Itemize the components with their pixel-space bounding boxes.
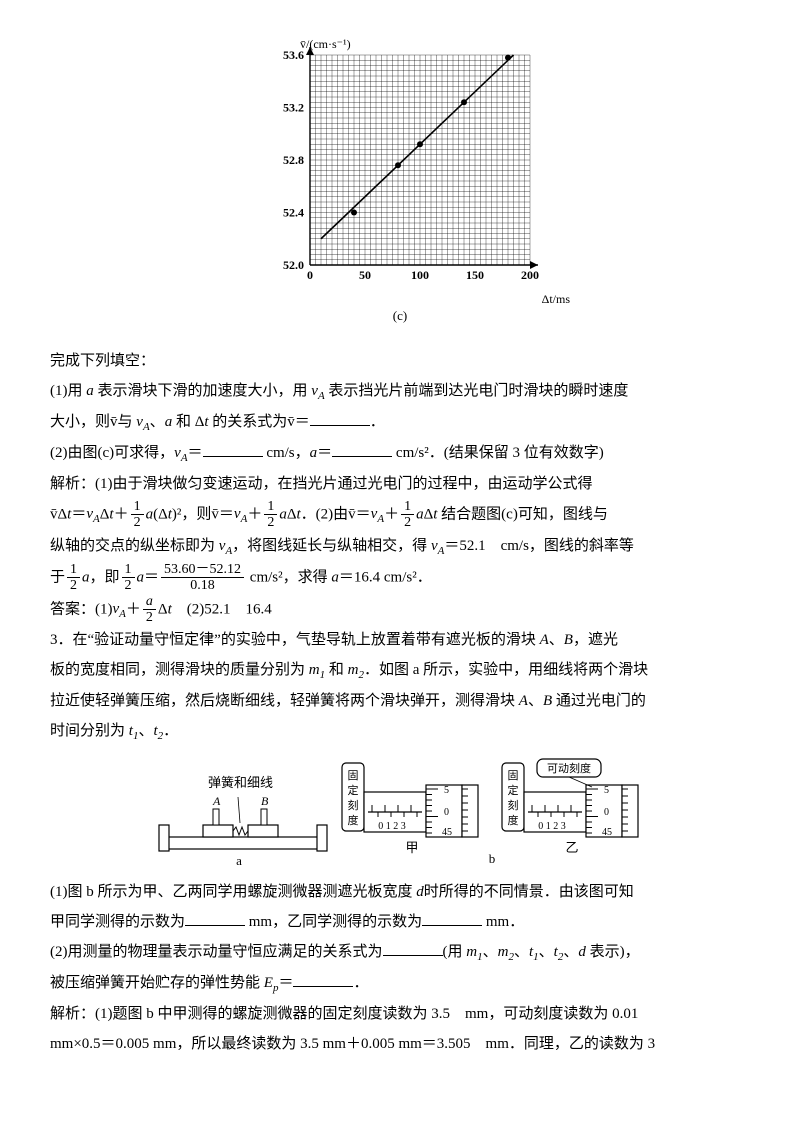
svg-text:45: 45 xyxy=(602,827,612,838)
svg-text:乙: 乙 xyxy=(565,840,578,855)
svg-text:52.0: 52.0 xyxy=(283,258,304,272)
q3b: (1)图 b 所示为甲、乙两同学用螺旋测微器测遮光板宽度 d时所得的不同情景．由… xyxy=(50,877,750,937)
blank-3 xyxy=(332,441,392,457)
svg-text:定: 定 xyxy=(347,783,358,797)
q1d: 大小，则v̄与 xyxy=(50,414,136,430)
q2a: (2)由图(c)可求得， xyxy=(50,445,174,461)
solution-4a: 解析：(1)题图 b 中甲测得的螺旋测微器的固定刻度读数为 3.5 mm，可动刻… xyxy=(50,999,750,1029)
q1a: (1)用 xyxy=(50,383,86,399)
chart-c: v̄/(cm·s⁻¹) 05010015020052.052.452.853.2… xyxy=(260,40,540,329)
q2c: cm/s， xyxy=(263,445,310,461)
svg-text:固: 固 xyxy=(347,769,358,782)
q2b: ＝ xyxy=(188,445,203,461)
q2e: cm/s²．(结果保留 3 位有效数字) xyxy=(392,445,604,461)
svg-text:52.4: 52.4 xyxy=(283,206,304,220)
svg-text:弹簧和细线: 弹簧和细线 xyxy=(208,775,273,790)
svg-text:刻: 刻 xyxy=(347,798,358,812)
svg-text:150: 150 xyxy=(466,268,484,282)
q1: (1)用 a 表示滑块下滑的加速度大小，用 vA 表示挡光片前端到达光电门时滑块… xyxy=(50,376,750,438)
a-sym: a xyxy=(86,383,94,399)
x-axis-label: Δt/ms xyxy=(542,287,570,311)
chart-caption: (c) xyxy=(260,303,540,329)
svg-text:53.2: 53.2 xyxy=(283,101,304,115)
blank-2 xyxy=(203,441,263,457)
svg-text:定: 定 xyxy=(507,783,518,797)
svg-text:A: A xyxy=(212,794,221,808)
blank-7 xyxy=(293,971,353,987)
svg-text:200: 200 xyxy=(521,268,539,282)
svg-text:B: B xyxy=(261,794,269,808)
solution-1: 解析：(1)由于滑块做匀变速运动，在挡光片通过光电门的过程中，由运动学公式得 xyxy=(50,469,750,499)
svg-text:5: 5 xyxy=(444,785,449,796)
svg-text:度: 度 xyxy=(347,813,358,827)
q1g: 的关系式为v̄＝ xyxy=(209,414,310,430)
chart-c-svg: 05010015020052.052.452.853.253.6 xyxy=(260,40,540,290)
solution-3: 于12a，即12a＝53.60－52.120.18 cm/s²，求得 a＝16.… xyxy=(50,562,750,594)
q1e: 、 xyxy=(150,414,165,430)
blank-1 xyxy=(310,410,370,426)
diagram-a: 弹簧和细线 A Ba xyxy=(153,767,333,867)
svg-text:固: 固 xyxy=(507,769,518,782)
svg-text:可动刻度: 可动刻度 xyxy=(547,761,591,775)
svg-text:度: 度 xyxy=(507,813,518,827)
solution-2: 纵轴的交点的纵坐标即为 vA，将图线延长与纵轴相交，得 vA＝52.1 cm/s… xyxy=(50,531,750,562)
diagram-b: 固定刻度0 1 2 35045固定刻度0 1 2 35045可动刻度甲乙b xyxy=(337,757,647,867)
svg-text:0 1 2 3: 0 1 2 3 xyxy=(378,821,406,832)
q2d: ＝ xyxy=(317,445,332,461)
diagram-row: 弹簧和细线ABa 固定刻度0 1 2 35045固定刻度0 1 2 35045可… xyxy=(50,757,750,867)
q1c: 表示挡光片前端到达光电门时滑块的瞬时速度 xyxy=(325,383,629,399)
chart-c-region: v̄/(cm·s⁻¹) 05010015020052.052.452.853.2… xyxy=(50,40,750,331)
equation-line: v̄Δt＝vAΔt＋12a(Δt)²，则v̄＝vA＋12aΔt．(2)由v̄＝v… xyxy=(50,499,750,531)
svg-text:100: 100 xyxy=(411,268,429,282)
y-axis-label: v̄/(cm·s⁻¹) xyxy=(300,32,351,56)
answer-line: 答案：(1)vA＋a2Δt (2)52.1 16.4 xyxy=(50,594,750,626)
svg-text:0: 0 xyxy=(604,807,609,818)
svg-text:45: 45 xyxy=(442,827,452,838)
q1f: 和 Δ xyxy=(172,414,204,430)
vA2: vA xyxy=(136,414,149,430)
blank-4 xyxy=(185,910,245,926)
q2: (2)由图(c)可求得，vA＝ cm/s，a＝ cm/s²．(结果保留 3 位有… xyxy=(50,438,750,469)
svg-text:刻: 刻 xyxy=(507,798,518,812)
vA3: vA xyxy=(174,445,187,461)
q1b: 表示滑块下滑的加速度大小，用 xyxy=(94,383,312,399)
svg-text:50: 50 xyxy=(359,268,371,282)
intro-line: 完成下列填空： xyxy=(50,346,750,376)
svg-text:5: 5 xyxy=(604,785,609,796)
svg-text:52.8: 52.8 xyxy=(283,153,304,167)
q3: 3．在“验证动量守恒定律”的实验中，气垫导轨上放置着带有遮光板的滑块 A、B，遮… xyxy=(50,625,750,747)
blank-6 xyxy=(383,940,443,956)
svg-text:0 1 2 3: 0 1 2 3 xyxy=(538,821,566,832)
q1h: ． xyxy=(370,414,385,430)
q3c: (2)用测量的物理量表示动量守恒应满足的关系式为(用 m1、m2、t1、t2、d… xyxy=(50,937,750,999)
svg-text:甲: 甲 xyxy=(405,840,418,855)
svg-text:0: 0 xyxy=(307,268,313,282)
svg-text:b: b xyxy=(489,851,496,866)
blank-5 xyxy=(422,910,482,926)
solution-4b: mm×0.5＝0.005 mm，所以最终读数为 3.5 mm＋0.005 mm＝… xyxy=(50,1029,750,1059)
svg-text:a: a xyxy=(236,853,242,867)
svg-text:0: 0 xyxy=(444,807,449,818)
vA: vA xyxy=(311,383,324,399)
